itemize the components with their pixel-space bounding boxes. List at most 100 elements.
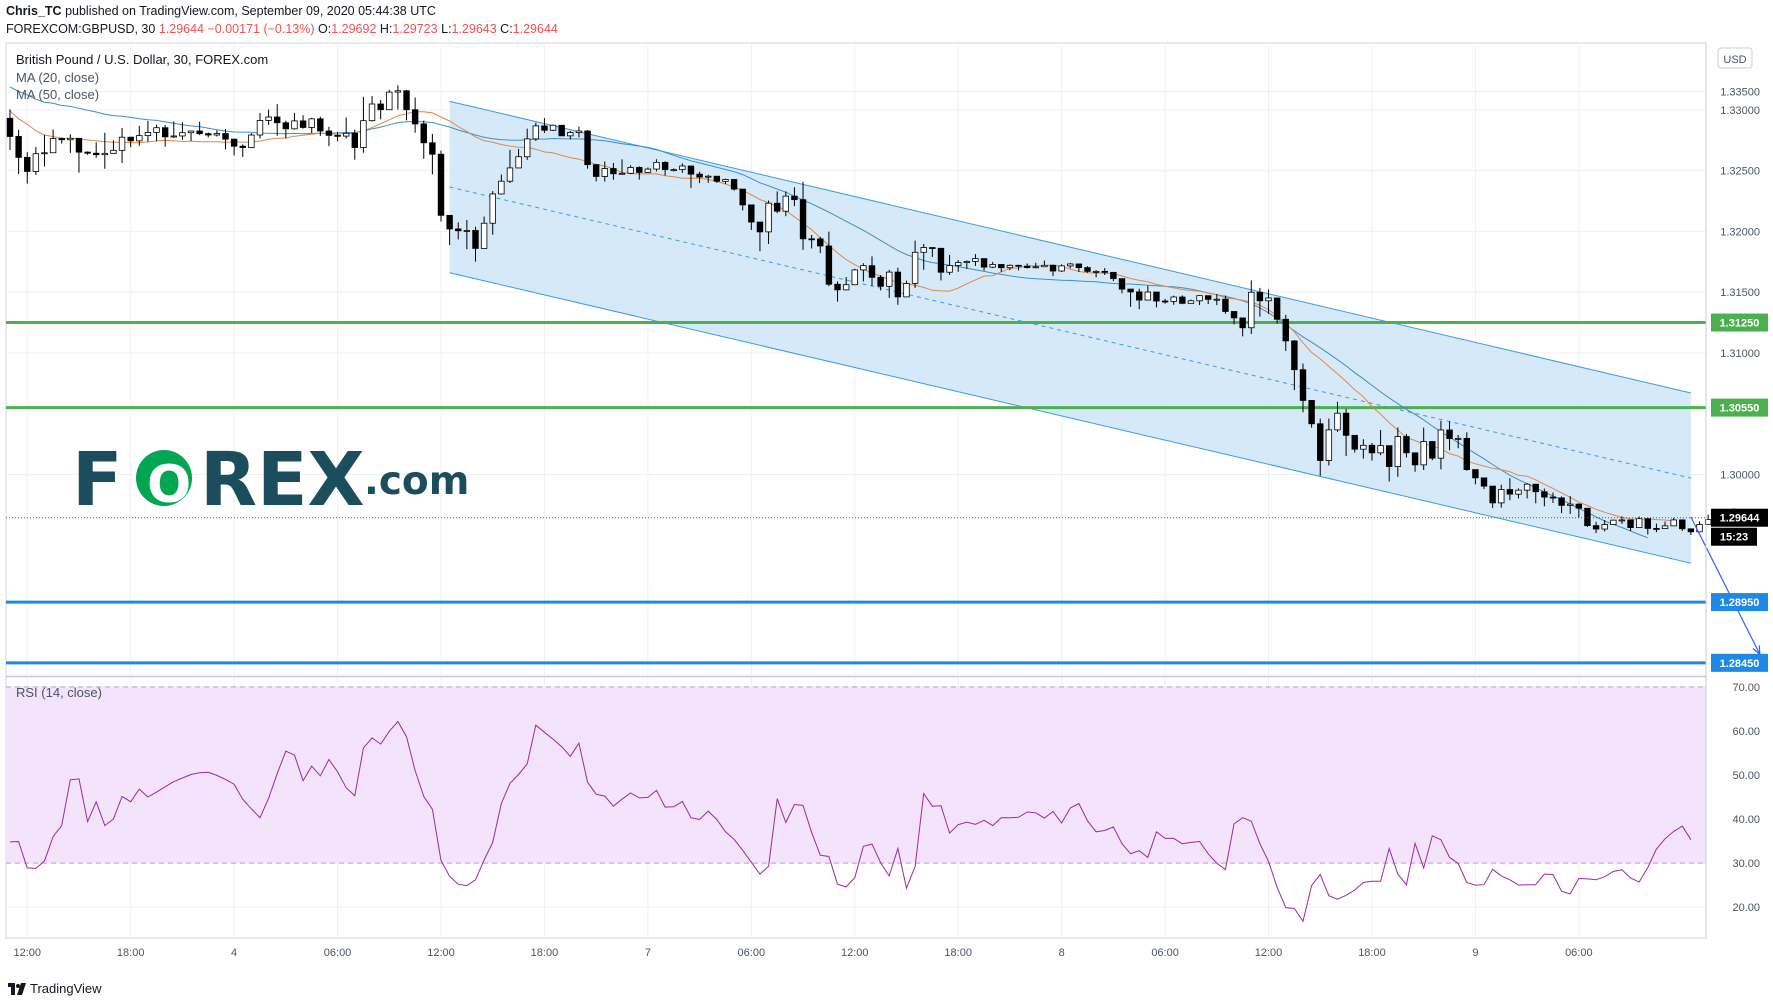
rsi-line[interactable] [9, 720, 1692, 923]
candle[interactable] [256, 120, 264, 136]
candle[interactable] [6, 117, 14, 137]
candle[interactable] [1601, 524, 1608, 530]
candle[interactable] [1256, 291, 1264, 302]
candle[interactable] [868, 265, 876, 278]
candle[interactable] [980, 258, 988, 268]
candle[interactable] [41, 152, 48, 155]
candle[interactable] [230, 138, 238, 147]
candle[interactable] [101, 152, 109, 156]
candle[interactable] [955, 262, 962, 266]
candle[interactable] [1429, 441, 1436, 459]
candle[interactable] [748, 204, 755, 223]
candle[interactable] [601, 168, 608, 177]
candle[interactable] [782, 195, 789, 212]
candle[interactable] [274, 116, 281, 124]
candle[interactable] [1204, 295, 1212, 300]
ma20-line[interactable] [9, 110, 1674, 522]
candle[interactable] [1299, 369, 1307, 401]
candle[interactable] [911, 251, 919, 284]
candle[interactable] [998, 264, 1005, 269]
candle[interactable] [920, 247, 927, 253]
author-name[interactable]: Chris_TC [6, 4, 62, 18]
candle[interactable] [575, 130, 583, 133]
candle[interactable] [1067, 263, 1074, 267]
candle[interactable] [282, 122, 290, 130]
candle[interactable] [1308, 400, 1315, 425]
candle[interactable] [187, 130, 195, 134]
candle[interactable] [653, 161, 660, 170]
candle[interactable] [558, 124, 565, 137]
candle[interactable] [1377, 445, 1384, 454]
candle[interactable] [584, 130, 591, 166]
candle[interactable] [1084, 267, 1091, 272]
candle[interactable] [437, 153, 445, 216]
candle[interactable] [1222, 298, 1229, 312]
footer-brand[interactable]: TradingView [30, 981, 102, 996]
candle[interactable] [480, 222, 488, 249]
candle[interactable] [705, 175, 712, 178]
candle[interactable] [1368, 444, 1376, 454]
candle[interactable] [1049, 264, 1057, 272]
candle[interactable] [291, 120, 298, 130]
candle[interactable] [1101, 270, 1108, 273]
currency-box[interactable] [1717, 47, 1753, 69]
candle[interactable] [1360, 444, 1367, 450]
candle[interactable] [1403, 436, 1410, 454]
candle[interactable] [687, 165, 695, 175]
candle[interactable] [972, 258, 979, 262]
candle[interactable] [1498, 489, 1505, 504]
candle[interactable] [842, 284, 850, 291]
channel-upper[interactable] [449, 100, 1692, 394]
candle[interactable] [860, 265, 867, 271]
candle[interactable] [205, 133, 212, 136]
candle[interactable] [351, 132, 358, 148]
candle[interactable] [1704, 519, 1712, 525]
candle[interactable] [1032, 266, 1039, 269]
candle[interactable] [1489, 485, 1496, 504]
candle[interactable] [627, 167, 634, 174]
candle[interactable] [1153, 291, 1160, 302]
candle[interactable] [239, 145, 246, 148]
candle[interactable] [549, 124, 557, 131]
legend-ma20[interactable]: MA (20, close) [16, 70, 99, 85]
candle[interactable] [161, 127, 169, 138]
candle[interactable] [1317, 423, 1324, 461]
candle[interactable] [334, 134, 341, 137]
candle[interactable] [1092, 270, 1100, 273]
candle[interactable] [756, 221, 764, 233]
candle[interactable] [1265, 297, 1272, 302]
candle[interactable] [506, 167, 514, 182]
candle[interactable] [636, 167, 643, 173]
candle[interactable] [1558, 497, 1565, 506]
candle[interactable] [1325, 429, 1333, 461]
candle[interactable] [1394, 436, 1402, 467]
candle[interactable] [1291, 340, 1298, 371]
candle[interactable] [368, 103, 376, 122]
candle[interactable] [696, 173, 703, 178]
candle[interactable] [1472, 469, 1479, 479]
candle[interactable] [644, 168, 652, 173]
candle[interactable] [317, 118, 324, 132]
candle[interactable] [1058, 265, 1065, 272]
candle[interactable] [394, 90, 402, 93]
candle[interactable] [248, 134, 255, 148]
candle[interactable] [894, 271, 902, 298]
candle[interactable] [1006, 264, 1014, 269]
candle[interactable] [429, 142, 436, 155]
candle[interactable] [1506, 489, 1514, 495]
candle[interactable] [722, 179, 729, 182]
candle[interactable] [93, 152, 100, 156]
candle[interactable] [411, 109, 419, 125]
candle[interactable] [386, 91, 393, 111]
candle[interactable] [1196, 295, 1203, 302]
candle[interactable] [1437, 429, 1445, 459]
candle[interactable] [1334, 412, 1341, 431]
candle[interactable] [1230, 311, 1238, 319]
candle[interactable] [1635, 518, 1643, 528]
candle[interactable] [1420, 441, 1427, 466]
candle[interactable] [360, 120, 367, 148]
candle[interactable] [213, 133, 221, 136]
candle[interactable] [420, 123, 427, 144]
candle[interactable] [851, 269, 858, 286]
